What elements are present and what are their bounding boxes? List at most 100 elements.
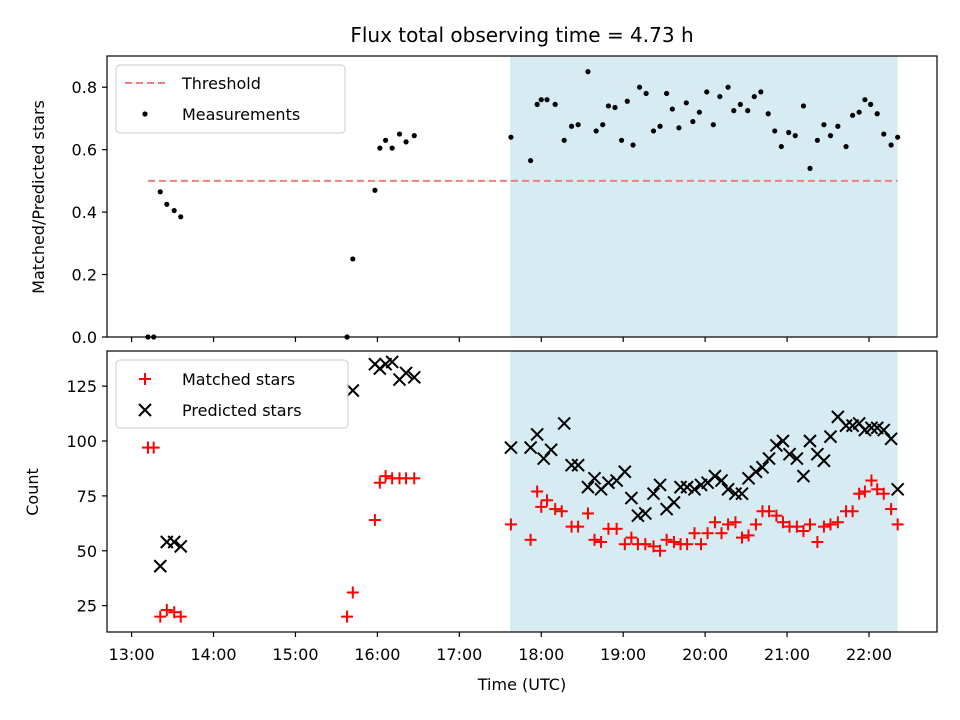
matched-point <box>776 516 789 529</box>
predicted-point-stroke <box>557 416 571 431</box>
matched-point <box>708 516 721 529</box>
predicted-point-stroke <box>776 434 790 448</box>
measurement-point <box>612 104 618 111</box>
predicted-point <box>571 458 585 472</box>
measurement-point <box>372 187 378 193</box>
predicted-point <box>823 429 838 444</box>
predicted-point <box>762 451 776 466</box>
predicted-point-stroke <box>385 355 399 369</box>
measurement-point <box>605 103 612 109</box>
predicted-point <box>769 438 784 453</box>
measurement-point <box>508 134 514 140</box>
measurement-point <box>765 111 771 117</box>
matched-point <box>524 533 537 546</box>
matched-point <box>174 610 187 623</box>
measurement-point <box>377 145 383 151</box>
matched-point <box>770 509 783 522</box>
x-tick-label: 14:00 <box>190 645 236 664</box>
predicted-point <box>749 465 763 479</box>
predicted-point <box>638 506 653 521</box>
matched-point <box>749 518 762 531</box>
measurement-point <box>827 133 834 139</box>
predicted-point <box>714 473 729 488</box>
predicted-point <box>530 427 544 442</box>
measurement-point <box>676 125 682 131</box>
matched-point <box>681 538 694 551</box>
measurement-point <box>643 90 649 97</box>
predicted-point-stroke <box>687 482 702 497</box>
predicted-point-stroke <box>823 429 838 444</box>
predicted-point-stroke <box>399 366 413 380</box>
predicted-point-stroke <box>864 421 879 435</box>
matched-point <box>535 500 548 513</box>
measurement-point <box>731 108 737 114</box>
top-observing-span <box>510 56 898 337</box>
top-y-axis-label: Matched/Predicted stars <box>29 100 48 294</box>
predicted-point <box>346 383 360 398</box>
predicted-point <box>399 366 413 380</box>
matched-point <box>817 520 830 533</box>
matched-point <box>660 533 673 546</box>
measurement-point <box>585 69 591 75</box>
measurement-point <box>382 137 389 143</box>
bottom-observing-span <box>510 351 898 632</box>
measurement-point <box>650 128 657 134</box>
x-tick-label: 18:00 <box>518 645 564 664</box>
predicted-point <box>646 486 661 501</box>
measurement-point <box>669 106 675 112</box>
top-y-tick-label: 0.8 <box>72 78 97 97</box>
matched-point <box>379 470 392 483</box>
predicted-point-stroke <box>870 421 884 435</box>
measurement-point <box>561 137 567 143</box>
top-panel: 0.00.20.40.60.8 Matched/Predicted stars … <box>29 55 938 347</box>
legend-measurements-swatch <box>142 111 148 117</box>
matched-point <box>877 487 890 500</box>
matched-point <box>797 525 810 538</box>
matched-point <box>688 527 701 540</box>
predicted-point-stroke <box>877 423 891 437</box>
matched-point <box>853 487 866 500</box>
predicted-point <box>728 486 743 501</box>
predicted-point-stroke <box>839 418 853 433</box>
predicted-point <box>735 486 749 501</box>
predicted-point <box>385 355 399 369</box>
measurement-point <box>403 139 409 145</box>
measurement-point <box>350 256 356 262</box>
x-tick-label: 16:00 <box>354 645 400 664</box>
legend-threshold-label: Threshold <box>181 74 261 93</box>
measurement-point <box>881 131 887 137</box>
measurement-point <box>835 123 841 129</box>
matched-point <box>654 544 667 557</box>
matched-point <box>408 472 421 485</box>
predicted-point <box>680 480 694 494</box>
matched-point <box>891 518 904 531</box>
top-y-tick-label: 0.2 <box>72 266 97 285</box>
top-y-ticks: 0.0 0.2 0.4 0.6 0.8 <box>72 78 107 347</box>
bottom-y-tick-label: 125 <box>66 377 97 396</box>
measurement-point <box>636 84 643 90</box>
matched-point <box>341 610 354 623</box>
measurement-point <box>874 111 880 117</box>
measurement-point <box>600 122 606 128</box>
measurement-point <box>786 129 792 136</box>
predicted-point <box>708 469 722 483</box>
matched-point <box>715 527 728 540</box>
predicted-point <box>631 508 645 523</box>
bottom-y-tick-label: 100 <box>66 432 97 451</box>
predicted-point-stroke <box>803 434 817 448</box>
matched-point <box>701 527 714 540</box>
predicted-point-stroke <box>523 440 538 455</box>
measurement-point <box>575 122 581 128</box>
predicted-point <box>407 370 421 385</box>
predicted-point <box>776 434 790 448</box>
measurement-point <box>821 122 827 128</box>
matched-point <box>346 586 359 599</box>
measurement-point <box>411 133 417 139</box>
predicted-point-stroke <box>667 495 681 510</box>
matched-point <box>729 516 742 529</box>
predicted-point-stroke <box>769 438 784 453</box>
predicted-point <box>667 495 681 510</box>
predicted-point-stroke <box>680 480 694 494</box>
predicted-point <box>174 539 188 554</box>
